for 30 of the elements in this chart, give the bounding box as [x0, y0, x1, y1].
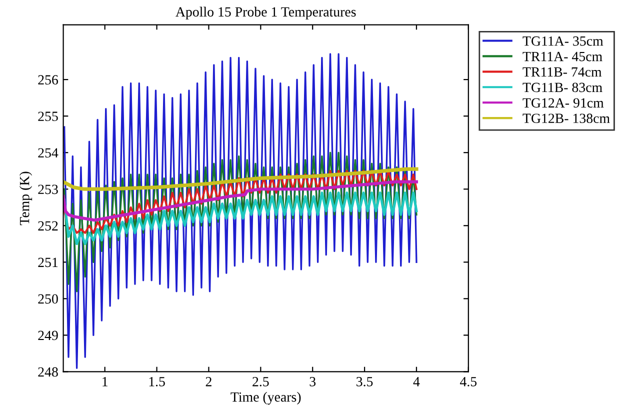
y-tick-label: 253 — [38, 184, 58, 194]
y-axis-title: Temp (K) — [19, 172, 32, 226]
legend-label: TG12B- 138cm — [522, 114, 610, 124]
legend-label: TG11A- 35cm — [522, 36, 604, 46]
y-tick-label: 248 — [38, 367, 58, 377]
y-tick-label: 252 — [38, 221, 58, 231]
legend-label: TR11A- 45cm — [522, 52, 602, 62]
y-tick-label: 256 — [38, 75, 58, 85]
x-tick-label: 1 — [102, 377, 108, 386]
x-tick-label: 1.5 — [149, 377, 165, 386]
y-tick-label: 251 — [38, 258, 58, 268]
y-tick-label: 250 — [38, 294, 58, 304]
y-tick-label: 254 — [38, 148, 58, 158]
x-tick-label: 3 — [310, 377, 316, 386]
x-tick-label: 2 — [206, 377, 212, 386]
x-axis-title: Time (years) — [230, 392, 301, 405]
y-tick-label: 255 — [38, 112, 58, 122]
line-series — [63, 170, 418, 234]
x-tick-label: 3.5 — [356, 377, 373, 386]
line-series — [63, 192, 418, 246]
legend-label: TG12A- 91cm — [522, 98, 604, 108]
x-tick-label: 2.5 — [252, 377, 269, 386]
line-series — [63, 167, 418, 191]
x-tick-label: 4 — [413, 377, 420, 386]
legend-label: TR11B- 74cm — [522, 67, 602, 77]
chart-title: Apollo 15 Probe 1 Temperatures — [176, 6, 356, 20]
legend-label: TG11B- 83cm — [522, 82, 602, 92]
y-tick-label: 249 — [38, 330, 58, 340]
x-tick-label: 4.5 — [460, 377, 477, 386]
line-series — [63, 180, 418, 222]
